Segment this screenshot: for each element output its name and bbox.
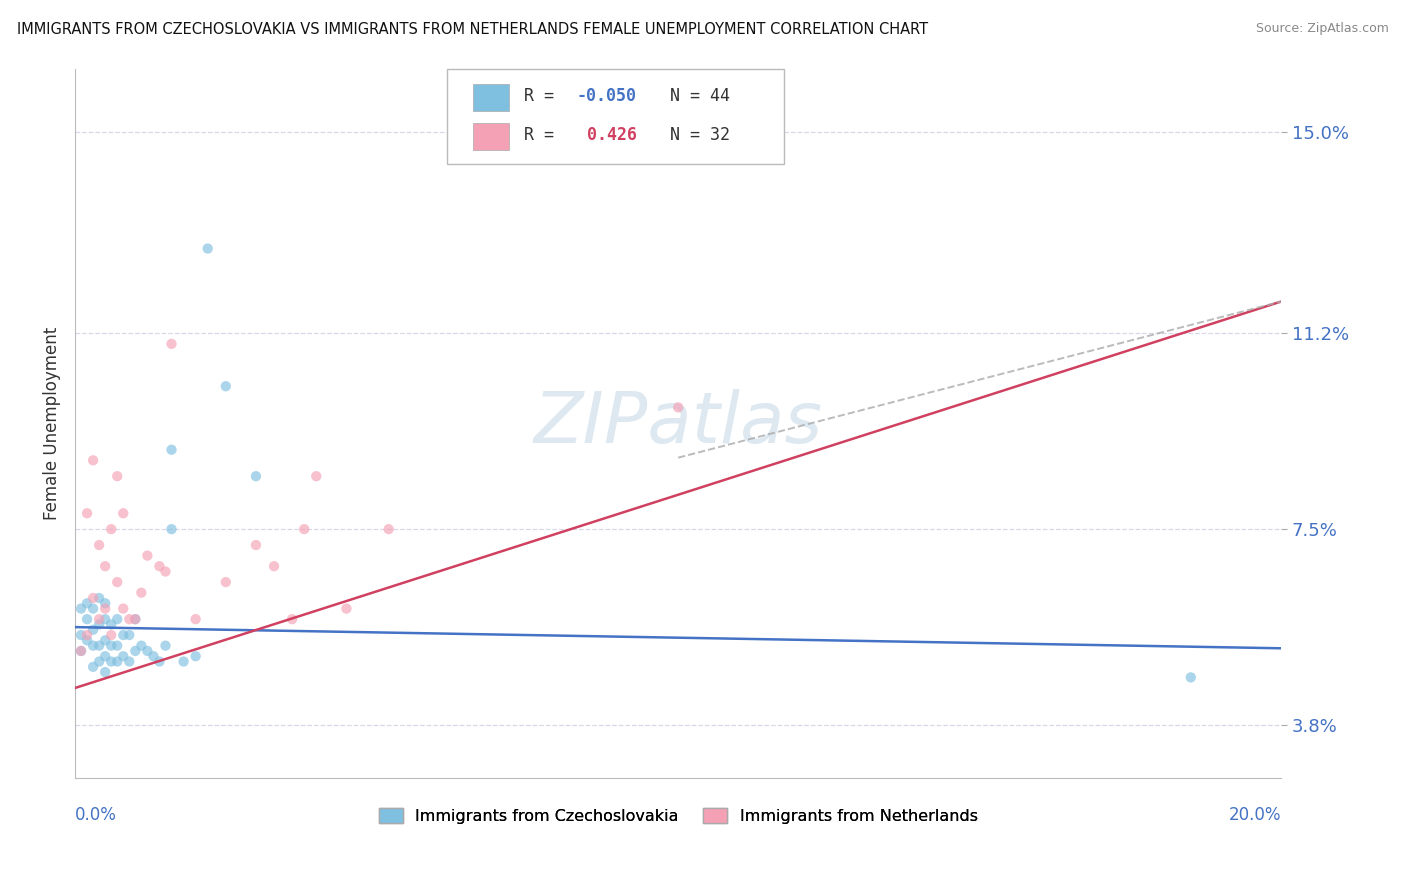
Text: 0.426: 0.426 [576,127,637,145]
Point [124,644,146,658]
Point [184,612,207,626]
Point [82,591,104,605]
Point [112,506,135,520]
Point [76,596,98,610]
Point [215,575,238,590]
Point [160,442,183,457]
Point [76,633,98,648]
Point [184,649,207,664]
Point [70,644,93,658]
Text: 0.0%: 0.0% [75,806,117,824]
Point [89,639,111,653]
Point [173,655,195,669]
Text: -0.050: -0.050 [576,87,637,105]
Point [124,612,146,626]
Text: Source: ZipAtlas.com: Source: ZipAtlas.com [1256,22,1389,36]
Point [112,601,135,615]
Point [100,628,122,642]
Point [377,522,399,536]
Point [666,401,689,415]
Point [131,639,153,653]
Point [160,522,183,536]
Point [131,585,153,599]
Point [76,628,98,642]
Y-axis label: Female Unemployment: Female Unemployment [44,326,60,520]
Point [155,565,177,579]
Point [148,559,170,574]
Point [105,655,128,669]
Point [100,522,122,536]
Point [197,242,219,256]
Point [89,591,111,605]
Point [118,612,141,626]
Text: R =: R = [524,127,564,145]
Point [94,665,117,679]
Point [245,538,267,552]
Point [112,649,135,664]
Point [112,628,135,642]
Point [118,628,141,642]
Point [136,549,159,563]
Point [89,612,111,626]
FancyBboxPatch shape [472,123,509,150]
Point [89,538,111,552]
Point [70,644,93,658]
Point [105,612,128,626]
Text: N = 44: N = 44 [651,87,730,105]
Text: IMMIGRANTS FROM CZECHOSLOVAKIA VS IMMIGRANTS FROM NETHERLANDS FEMALE UNEMPLOYMEN: IMMIGRANTS FROM CZECHOSLOVAKIA VS IMMIGR… [17,22,928,37]
Text: ZIPatlas: ZIPatlas [534,389,823,458]
Point [155,639,177,653]
Text: 20.0%: 20.0% [1229,806,1281,824]
Point [118,655,141,669]
Point [89,617,111,632]
Point [94,596,117,610]
Point [76,612,98,626]
Legend: Immigrants from Czechoslovakia, Immigrants from Netherlands: Immigrants from Czechoslovakia, Immigran… [373,802,984,830]
Point [94,601,117,615]
Point [215,379,238,393]
Point [136,644,159,658]
Text: N = 32: N = 32 [651,127,730,145]
Point [70,601,93,615]
Point [105,639,128,653]
Point [245,469,267,483]
Point [100,617,122,632]
Point [94,649,117,664]
Point [94,633,117,648]
Point [94,559,117,574]
FancyBboxPatch shape [472,84,509,112]
Point [82,623,104,637]
Point [94,612,117,626]
Point [82,639,104,653]
Point [160,336,183,351]
Point [142,649,165,664]
Point [105,575,128,590]
Point [105,469,128,483]
Point [82,453,104,467]
FancyBboxPatch shape [447,69,785,164]
Point [148,655,170,669]
Point [124,612,146,626]
Text: R =: R = [524,87,564,105]
Point [76,506,98,520]
Point [82,601,104,615]
Point [100,639,122,653]
Point [82,660,104,674]
Point [305,469,328,483]
Point [1180,670,1202,684]
Point [100,655,122,669]
Point [70,628,93,642]
Point [263,559,285,574]
Point [292,522,315,536]
Point [281,612,304,626]
Point [335,601,357,615]
Point [89,655,111,669]
